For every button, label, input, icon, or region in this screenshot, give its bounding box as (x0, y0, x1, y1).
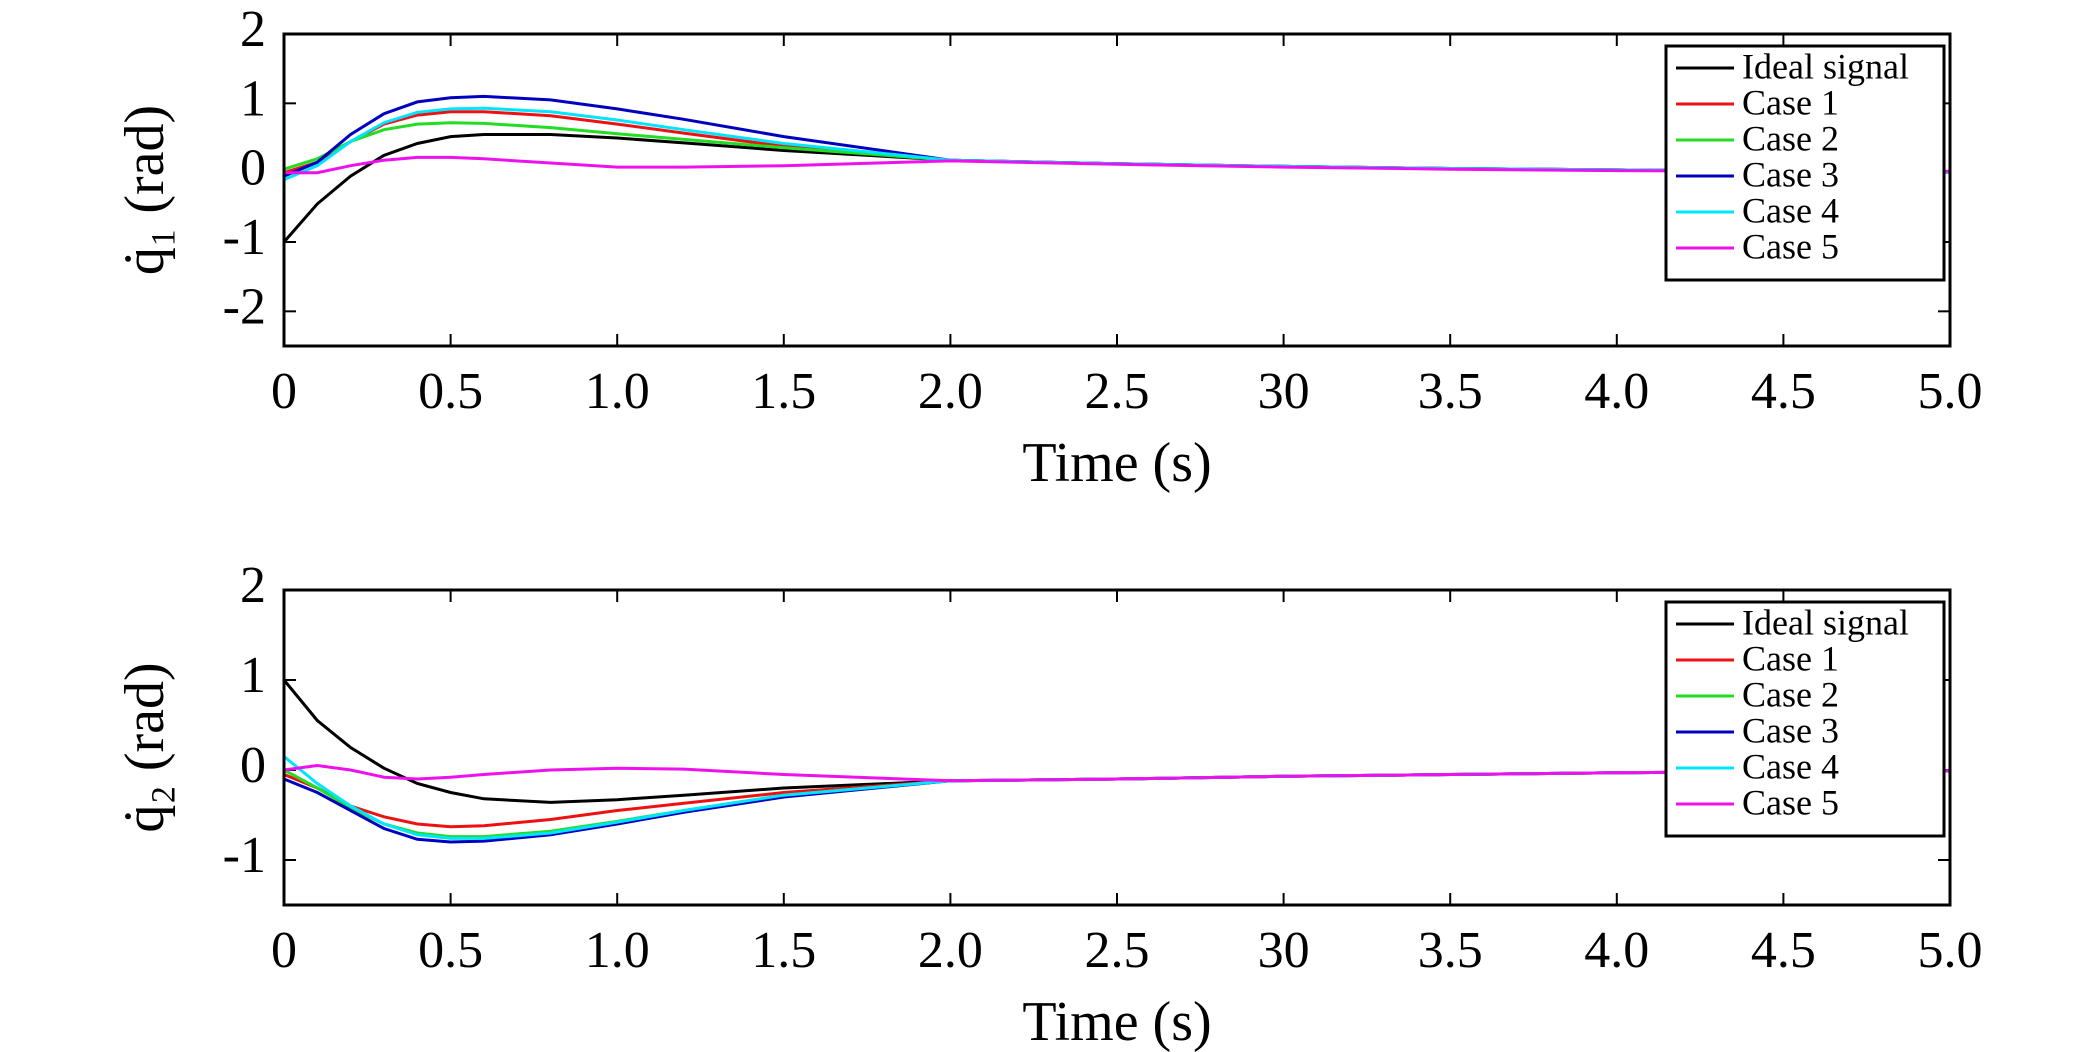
x-tick-label: 1.5 (751, 363, 816, 420)
y-tick-label: 0 (240, 140, 266, 197)
x-tick-label: 1.5 (751, 922, 816, 979)
x-tick-label: 0.5 (418, 922, 483, 979)
plot-frame (282, 588, 1952, 907)
legend-label: Case 1 (1742, 638, 1839, 678)
x-tick-label: 0 (271, 363, 297, 420)
legend-label: Case 5 (1742, 226, 1839, 266)
legend-label: Case 2 (1742, 118, 1839, 158)
x-tick-label: 1.0 (585, 922, 650, 979)
x-tick-label: 2.0 (918, 363, 983, 420)
y-axis-label: q̇₂ (rad) (114, 662, 176, 832)
x-tick-label: 1.0 (585, 363, 650, 420)
x-tick-label: 4.0 (1584, 363, 1649, 420)
x-tick-label: 30 (1258, 922, 1310, 979)
y-tick-label: 0 (240, 737, 266, 794)
x-axis-label: Time (s) (1022, 991, 1211, 1052)
legend-label: Case 4 (1742, 746, 1839, 786)
x-tick-label: 4.5 (1751, 363, 1816, 420)
x-tick-label: 3.5 (1418, 922, 1483, 979)
legend-label: Case 2 (1742, 674, 1839, 714)
x-tick-label: 0 (271, 922, 297, 979)
legend-label: Ideal signal (1742, 602, 1909, 642)
series-line (284, 155, 1950, 175)
y-tick-label: 1 (240, 70, 266, 127)
x-tick-label: 2.5 (1085, 363, 1150, 420)
legend-label: Case 1 (1742, 82, 1839, 122)
legend-label: Case 3 (1742, 154, 1839, 194)
x-tick-label: 30 (1258, 363, 1310, 420)
line-chart: -2 -1 0 1 2 0 0.5 1.0 1.5 2.0 2.5 30 3.5 4.0 4.5 5.0 Tim… (114, 1, 1983, 494)
legend-label: Case 3 (1742, 710, 1839, 750)
y-tick-label: -2 (223, 278, 266, 335)
legend-box (1664, 600, 1946, 838)
x-tick-label: 5.0 (1918, 922, 1983, 979)
y-tick-label: 2 (240, 1, 266, 58)
x-tick-label: 3.5 (1418, 363, 1483, 420)
legend-label: Ideal signal (1742, 46, 1909, 86)
x-tick-label: 5.0 (1918, 363, 1983, 420)
plot-frame (282, 32, 1952, 348)
y-tick-label: 1 (240, 647, 266, 704)
x-tick-label: 2.0 (918, 922, 983, 979)
x-tick-label: 2.5 (1085, 922, 1150, 979)
series-line (283, 763, 1951, 783)
y-tick-label: -1 (223, 827, 266, 884)
legend-label: Case 4 (1742, 190, 1839, 230)
x-tick-label: 0.5 (418, 363, 483, 420)
y-tick-label: -1 (223, 209, 266, 266)
legend-box (1664, 44, 1946, 282)
x-axis-label: Time (s) (1022, 432, 1211, 494)
y-tick-label: 2 (240, 557, 266, 614)
x-tick-label: 4.5 (1751, 922, 1816, 979)
x-tick-label: 4.0 (1584, 922, 1649, 979)
legend-label: Case 5 (1742, 782, 1839, 822)
y-axis-label: q̇₁ (rad) (114, 105, 176, 275)
